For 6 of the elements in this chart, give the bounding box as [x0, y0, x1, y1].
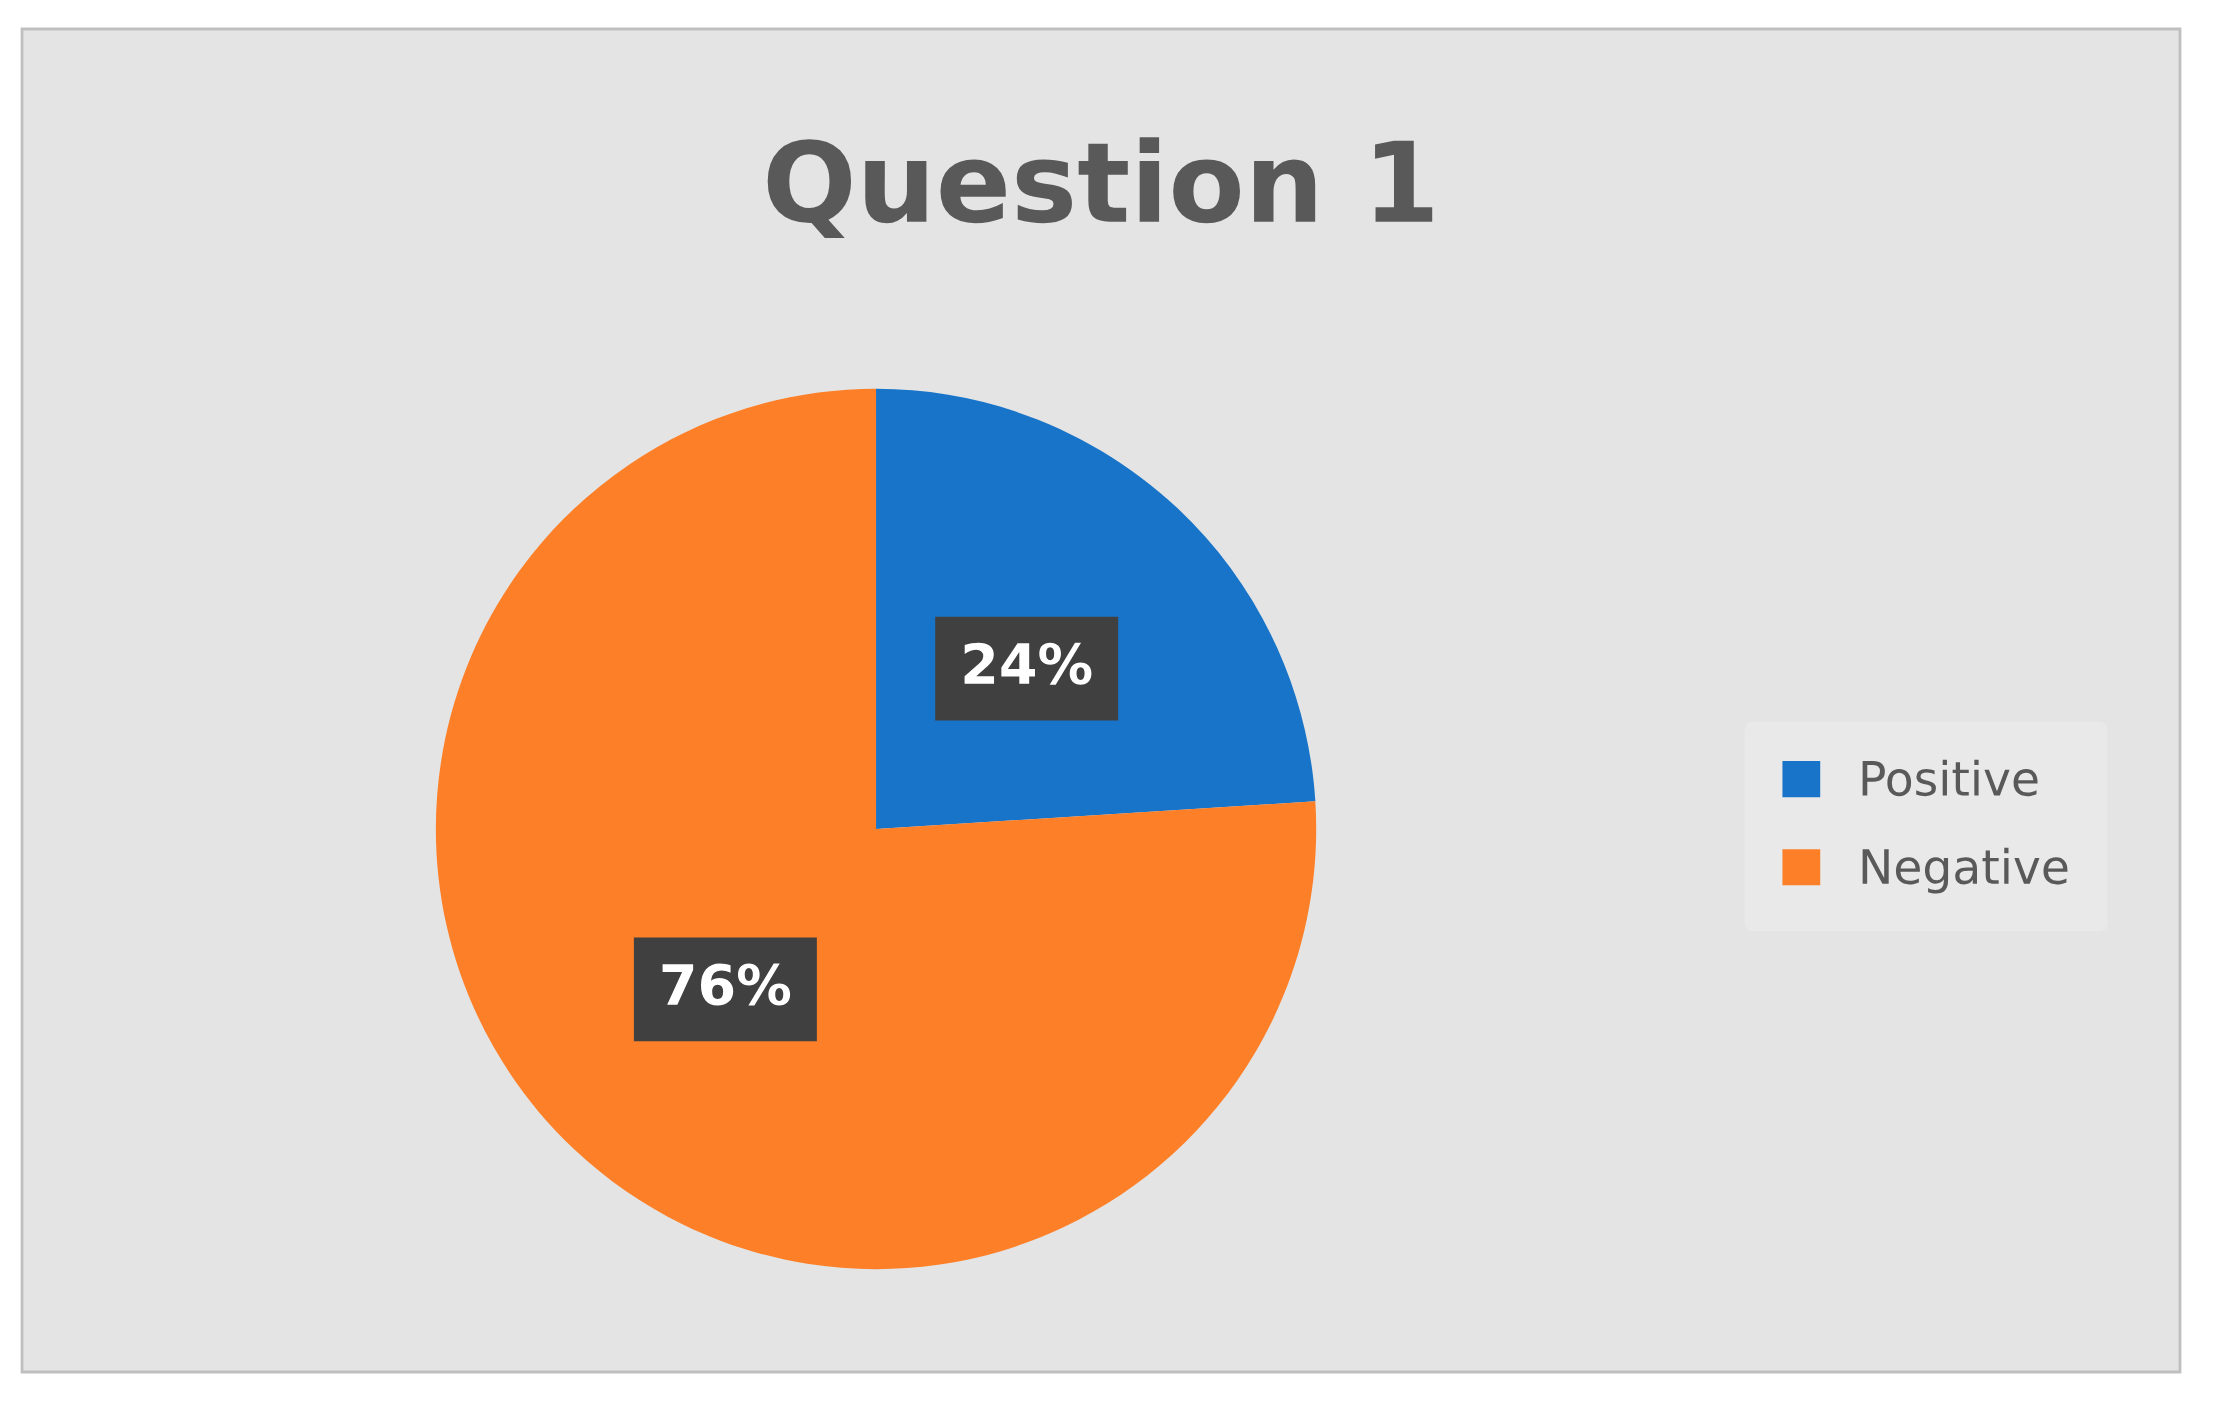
- data-label: 24%: [964, 642, 1092, 685]
- legend-label: Negative: [1862, 847, 2068, 894]
- legend-label: Positive: [1862, 759, 2038, 797]
- pie-slice: [435, 388, 1317, 1270]
- data-label: 76%: [662, 963, 791, 1006]
- chart-title: Question 1: [767, 137, 1433, 238]
